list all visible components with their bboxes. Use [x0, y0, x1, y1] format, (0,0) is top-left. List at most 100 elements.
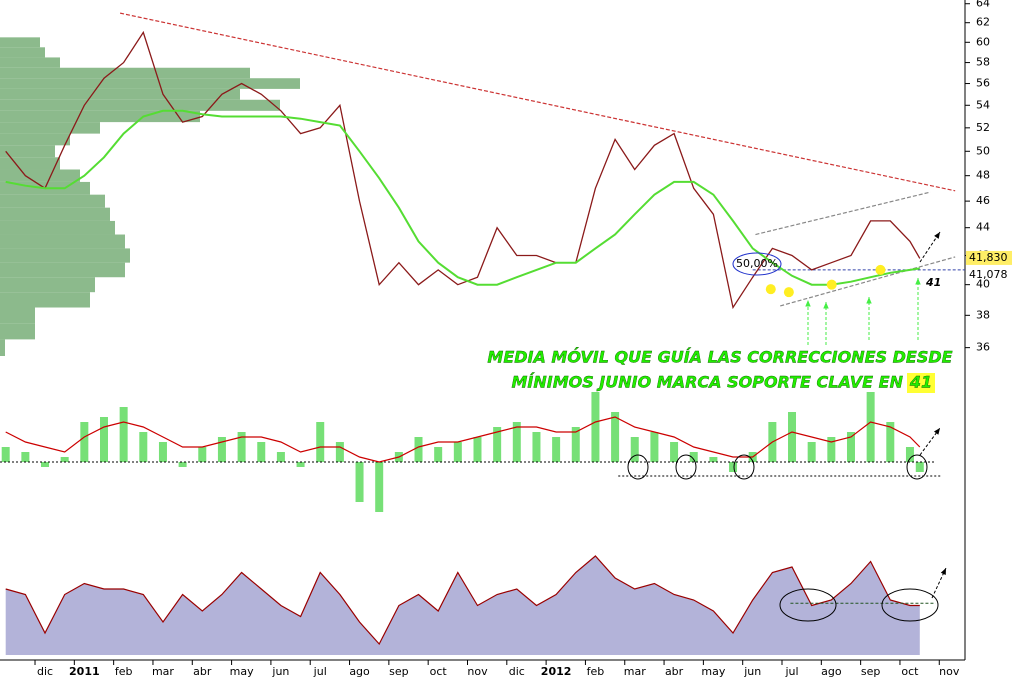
volume-profile-bar: [0, 169, 80, 182]
ma-value-label: 41,078: [969, 268, 1008, 281]
fib-ellipse: [732, 252, 782, 276]
x-tick-label: 2012: [541, 665, 572, 678]
highlight-circle: [733, 454, 755, 480]
x-tick-label: jun: [271, 665, 289, 678]
x-tick-label: ago: [821, 665, 842, 678]
oscillator-bar: [316, 422, 325, 462]
note-value: 41: [909, 373, 932, 392]
highlight-circle: [881, 588, 939, 622]
volume-profile-bar: [0, 194, 105, 208]
volume-profile-bar: [0, 110, 200, 123]
support-point: [875, 264, 886, 275]
oscillator-line: [5, 416, 921, 463]
oscillator-bar: [217, 437, 226, 462]
volume-profile-bar: [0, 122, 100, 134]
oscillator-bar: [414, 437, 423, 462]
x-tick-label: jul: [784, 665, 798, 678]
volume-profile-bar: [0, 207, 110, 221]
oscillator-bar: [375, 462, 384, 512]
oscillator-bar: [630, 437, 639, 462]
volume-profile-bar: [0, 220, 115, 235]
arrow-head: [933, 428, 940, 435]
volume-profile-bar: [0, 277, 95, 293]
oscillator-bar: [453, 442, 462, 462]
y-tick-label: 44: [976, 221, 990, 234]
volume-profile-bar: [0, 99, 280, 111]
oscillator-bar: [512, 422, 521, 462]
support-label: 41: [925, 276, 941, 289]
oscillator-bar: [709, 457, 718, 462]
x-tick-label: ago: [349, 665, 370, 678]
oscillator-bar: [670, 442, 679, 462]
x-tick-label: nov: [467, 665, 488, 678]
oscillator-bar: [729, 462, 738, 472]
y-tick-label: 52: [976, 121, 990, 134]
oscillator-bar: [650, 432, 659, 462]
oscillator-bar: [807, 442, 816, 462]
y-tick-label: 38: [976, 308, 990, 321]
trend-line: [119, 12, 956, 192]
oscillator-bar: [60, 457, 69, 462]
volume-profile-bar: [0, 133, 70, 146]
arrow-head: [915, 278, 921, 285]
volume-profile-bar: [0, 37, 40, 48]
x-tick-label: 2011: [69, 665, 100, 678]
oscillator-bar: [41, 462, 50, 467]
oscillator-bar: [571, 427, 580, 462]
oscillator-bar: [473, 437, 482, 462]
volume-profile-bar: [0, 292, 90, 308]
oscillator-bar: [158, 442, 167, 462]
oscillator-bar: [178, 462, 187, 467]
oscillator-bar: [493, 427, 502, 462]
oscillator-bar: [198, 447, 207, 462]
oscillator-bar: [532, 432, 541, 462]
oscillator-bar: [237, 432, 246, 462]
volume-profile-bar: [0, 339, 5, 356]
oscillator-bar: [866, 392, 875, 462]
note-line: MÍNIMOS JUNIO MARCA SOPORTE CLAVE EN: [511, 373, 903, 392]
area-line: [5, 555, 920, 646]
oscillator-bar: [21, 452, 30, 462]
y-tick-label: 46: [976, 194, 990, 207]
oscillator-bar: [434, 447, 443, 462]
oscillator-bar: [80, 422, 89, 462]
arrow-head: [823, 302, 829, 309]
oscillator-bar: [552, 437, 561, 462]
oscillator-bar: [905, 447, 914, 462]
volume-profile-bar: [0, 323, 35, 340]
y-tick-label: 40: [976, 278, 990, 291]
x-tick-label: nov: [939, 665, 960, 678]
oscillator-bar: [335, 442, 344, 462]
oscillator-bar: [611, 412, 620, 462]
oscillator-bar: [257, 442, 266, 462]
oscillator-bar: [788, 412, 797, 462]
x-tick-label: oct: [901, 665, 919, 678]
x-tick-label: sep: [389, 665, 408, 678]
volume-profile-bar: [0, 67, 250, 79]
x-tick-label: dic: [37, 665, 53, 678]
volume-profile-bar: [0, 47, 45, 58]
x-tick-label: may: [230, 665, 254, 678]
y-tick-label: 62: [976, 16, 990, 29]
x-tick-label: feb: [115, 665, 133, 678]
x-tick-label: mar: [152, 665, 174, 678]
moving-average: [5, 109, 920, 286]
oscillator-bar: [296, 462, 305, 467]
y-tick-label: 54: [976, 98, 990, 111]
volume-profile-bar: [0, 57, 60, 68]
arrow-head: [866, 297, 872, 304]
highlight-circle: [779, 588, 837, 622]
y-tick-label: 48: [976, 169, 990, 182]
support-point: [826, 279, 837, 290]
x-tick-label: jun: [743, 665, 761, 678]
y-tick-label: 56: [976, 77, 990, 90]
y-tick-label: 36: [976, 341, 990, 354]
oscillator-bar: [276, 452, 285, 462]
oscillator-bar: [846, 432, 855, 462]
oscillator-bar: [886, 422, 895, 462]
last-price-label: 41,830: [969, 251, 1008, 264]
volume-profile-bar: [0, 307, 35, 324]
x-tick-label: jul: [313, 665, 327, 678]
oscillator-bar: [689, 452, 698, 462]
